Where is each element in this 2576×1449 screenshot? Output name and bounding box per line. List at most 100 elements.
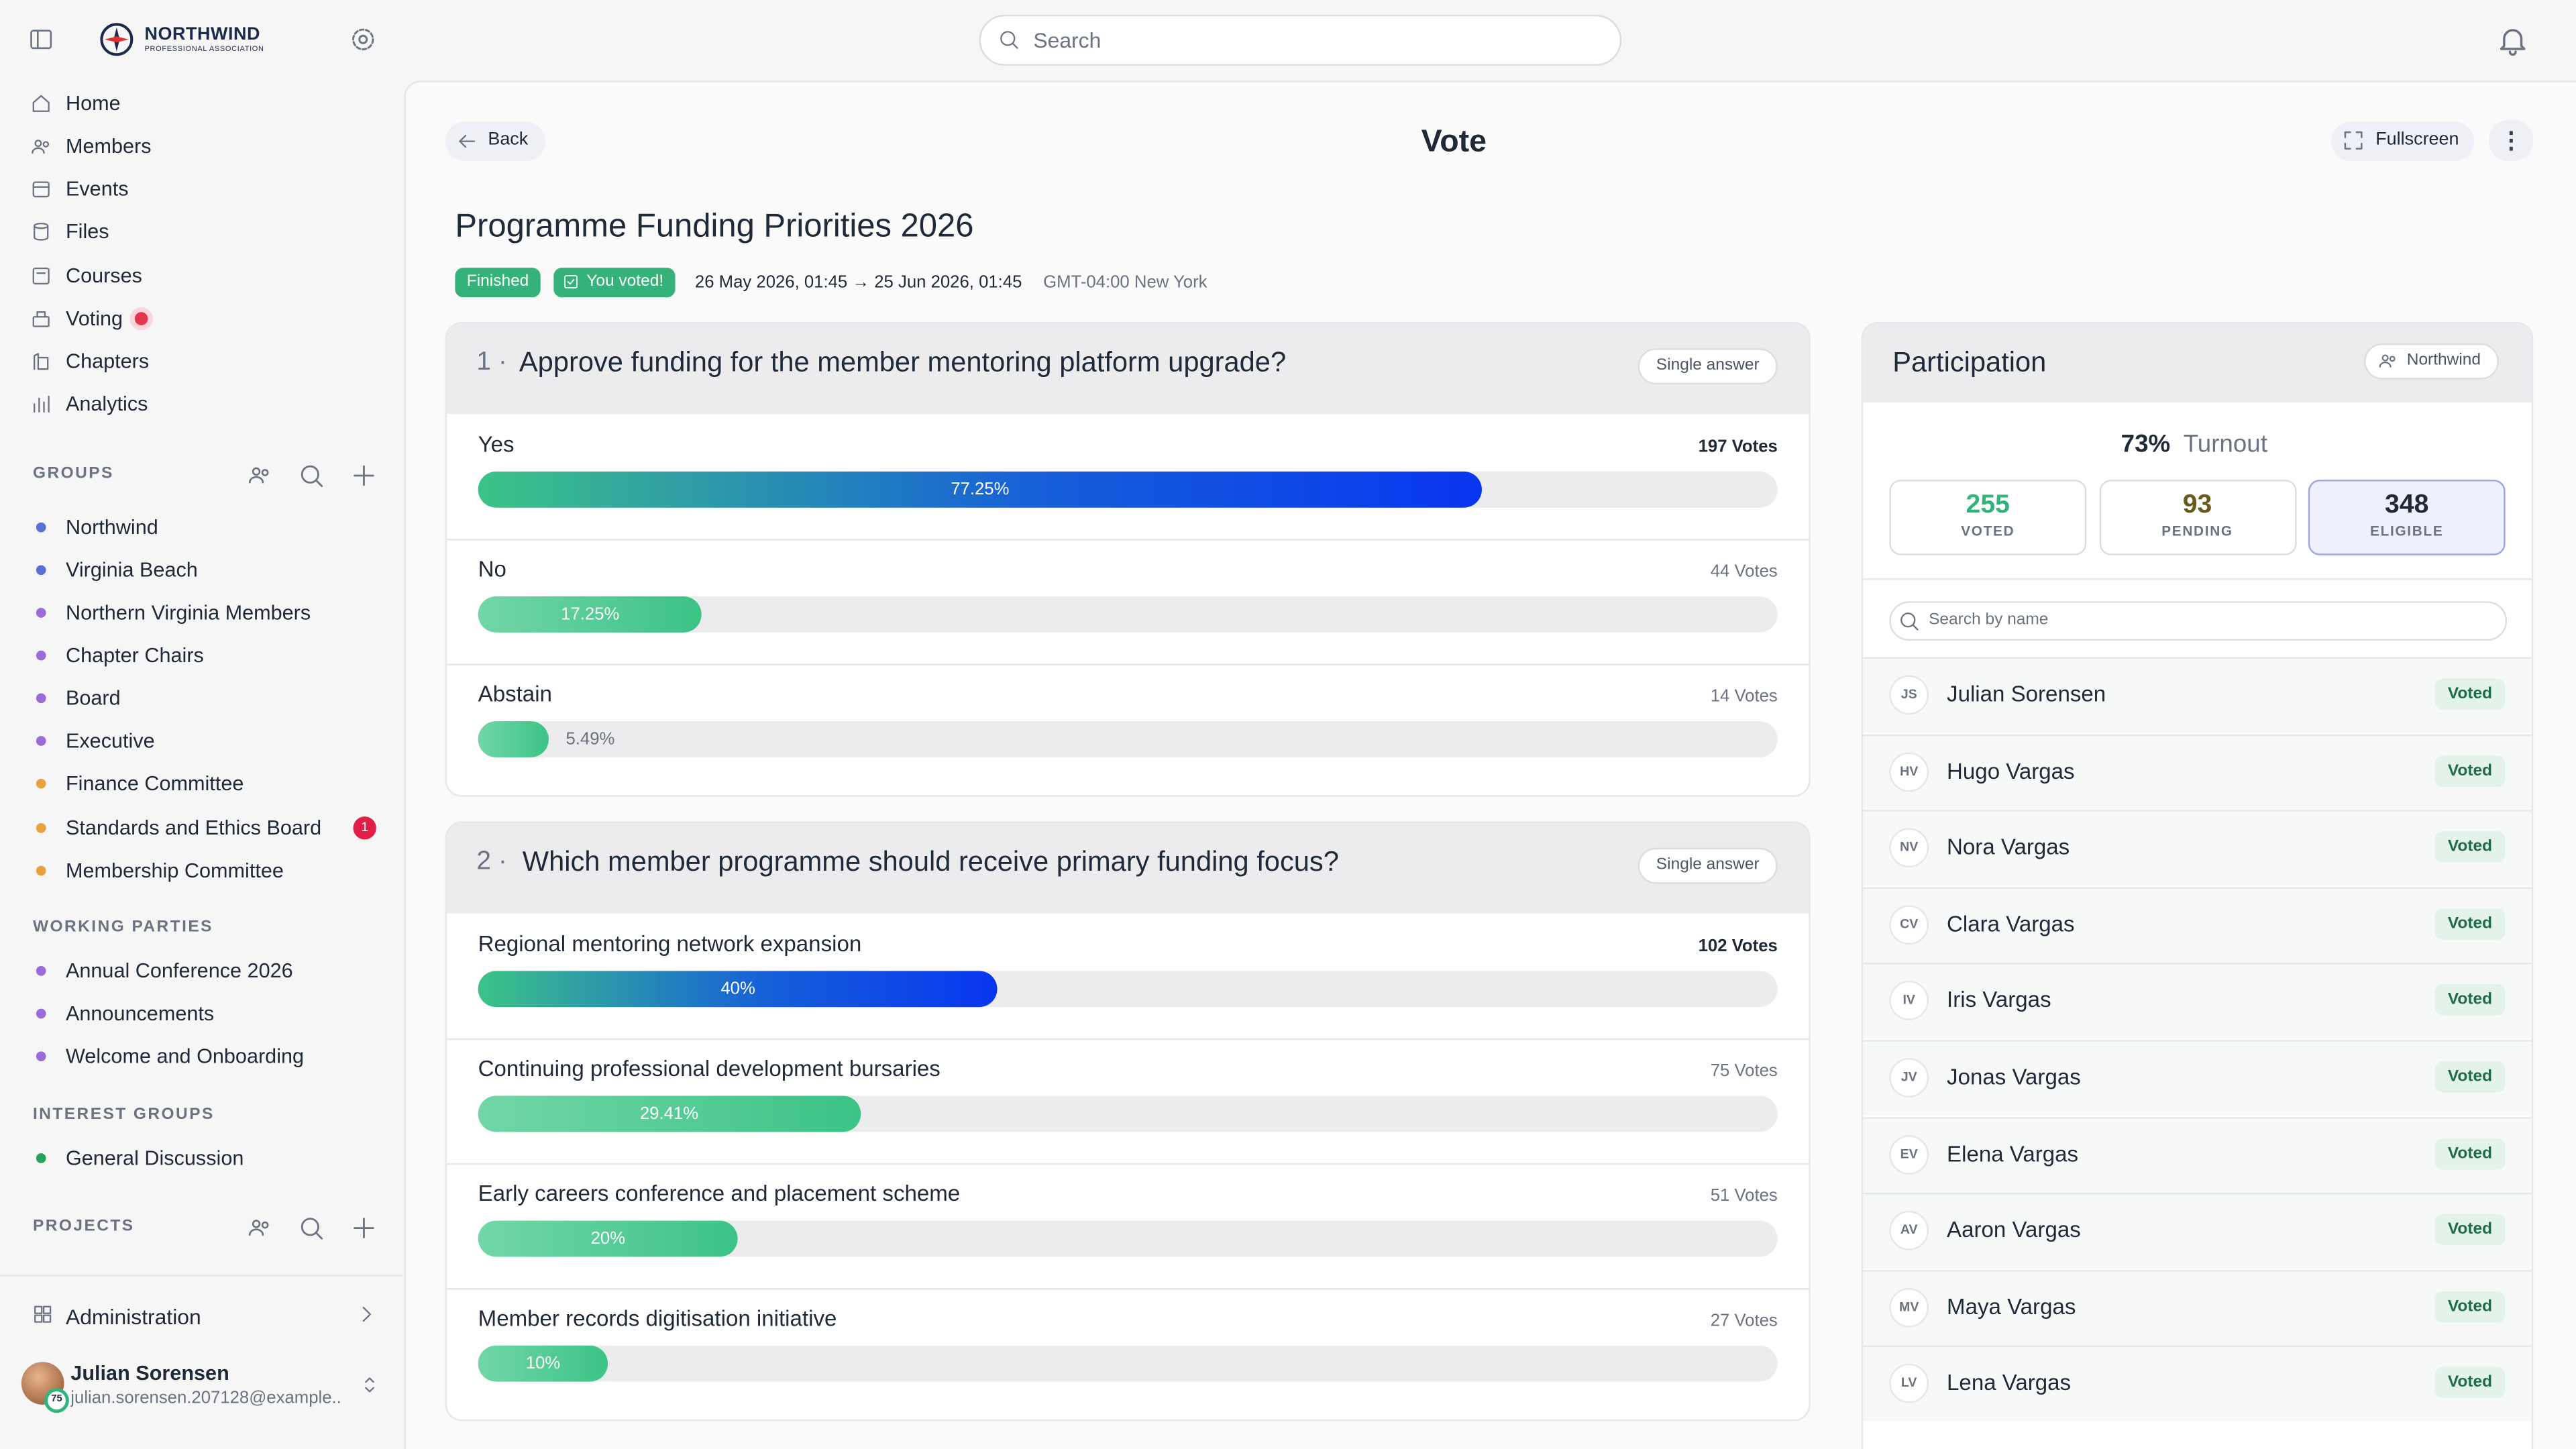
option-votes: 75 Votes (1710, 1061, 1778, 1081)
logo (100, 23, 133, 56)
section-members[interactable] (246, 462, 272, 488)
nav-item[interactable]: Analytics (65, 392, 148, 416)
group-item[interactable]: Virginia Beach (65, 557, 198, 582)
group-item[interactable]: Finance Committee (65, 772, 244, 796)
group-item[interactable]: Executive (65, 729, 155, 753)
settings[interactable] (348, 25, 378, 54)
group-dot (36, 865, 46, 875)
group-dot (36, 822, 46, 833)
turnout-value: 73% (2121, 430, 2171, 459)
group-dot (36, 521, 46, 532)
question-header (447, 822, 1809, 914)
nav-icon (34, 395, 50, 413)
member-row[interactable] (1863, 810, 2532, 886)
member-search-placeholder: Search by name (1929, 611, 2049, 629)
member-avatar: JV (1889, 1058, 1929, 1097)
stat-value: 93 (2182, 491, 2212, 519)
group-item[interactable]: Chapter Chairs (65, 643, 204, 667)
section-members[interactable] (246, 1214, 272, 1240)
group-dot (36, 564, 46, 575)
stat-box (2308, 480, 2506, 555)
section-search[interactable] (297, 1214, 325, 1242)
member-row[interactable] (1863, 733, 2532, 810)
group-item[interactable]: Northern Virginia Members (65, 600, 311, 625)
stat-label: PENDING (2161, 522, 2233, 539)
stat-box (1889, 480, 2087, 555)
member-status: Voted (2434, 908, 2506, 940)
member-status: Voted (2434, 755, 2506, 787)
user-name: Julian Sorensen (70, 1362, 229, 1385)
member-avatar: NV (1889, 828, 1929, 868)
group-dot (36, 1009, 46, 1019)
voted-icon (564, 275, 578, 288)
nav-item[interactable]: Members (65, 135, 152, 158)
member-avatar: HV (1889, 751, 1929, 792)
member-row[interactable] (1863, 963, 2532, 1039)
group-item[interactable]: Annual Conference 2026 (65, 959, 293, 983)
member-status: Voted (2434, 678, 2506, 710)
member-row[interactable] (1863, 1193, 2532, 1269)
nav-icon (34, 223, 49, 241)
administration[interactable]: Administration (65, 1304, 201, 1330)
section-add[interactable] (350, 1214, 378, 1242)
member-search[interactable] (1889, 601, 2508, 641)
nav-item[interactable]: Home (65, 92, 121, 115)
nav-item[interactable]: Voting (65, 307, 123, 330)
nav-item[interactable]: Chapters (65, 350, 150, 373)
nav-item[interactable]: Courses (65, 264, 142, 287)
group-item[interactable]: Announcements (65, 1002, 215, 1026)
group-item[interactable]: Standards and Ethics Board (65, 816, 322, 839)
nav-item[interactable]: Events (65, 178, 129, 201)
back-arrow (459, 134, 476, 148)
member-row[interactable] (1863, 1269, 2532, 1346)
section-add[interactable] (350, 462, 378, 490)
member-avatar: MV (1889, 1287, 1929, 1328)
member-name: Aaron Vargas (1947, 1218, 2081, 1242)
bar (478, 721, 549, 757)
member-status: Voted (2434, 831, 2506, 863)
member-row[interactable] (1863, 657, 2532, 733)
member-avatar: EV (1889, 1134, 1929, 1175)
member-name: Clara Vargas (1947, 911, 2075, 936)
group-item[interactable]: Northwind (65, 515, 158, 539)
admin-icon (34, 1305, 52, 1323)
admin-chevron[interactable] (355, 1303, 378, 1326)
group-item[interactable]: Welcome and Onboarding (65, 1045, 305, 1069)
bar-label: 40% (720, 979, 755, 999)
group-item[interactable]: Membership Committee (65, 859, 284, 882)
user-menu[interactable] (358, 1373, 381, 1396)
question-kind: Single answer (1638, 348, 1778, 385)
member-row[interactable] (1863, 1346, 2532, 1422)
member-row[interactable] (1863, 1116, 2532, 1192)
group-item[interactable]: Board (65, 686, 121, 710)
sidebar-toggle[interactable] (28, 26, 54, 52)
notifications[interactable] (2496, 23, 2530, 57)
stat-value: 255 (1966, 491, 2010, 519)
member-search-icon (1900, 612, 1919, 631)
group-dot (36, 607, 46, 618)
section-search[interactable] (297, 462, 325, 490)
fullscreen-button[interactable] (2331, 121, 2475, 162)
question-text: Which member programme should receive pr… (522, 846, 1339, 877)
nav-icon (32, 311, 50, 327)
group-item[interactable]: General Discussion (65, 1146, 244, 1169)
option-votes: 197 Votes (1698, 437, 1778, 457)
search-box[interactable] (979, 15, 1622, 66)
member-row[interactable] (1863, 1040, 2532, 1116)
back-label: Back (488, 129, 529, 150)
vote-dates: 26 May 2026, 01:45 → 25 Jun 2026, 01:45 (694, 272, 1022, 292)
option-label: No (478, 557, 506, 582)
stat-box (2098, 480, 2296, 555)
member-name: Maya Vargas (1947, 1294, 2076, 1320)
nav-icon (32, 95, 50, 112)
more-button[interactable]: ⋮ (2489, 119, 2534, 162)
member-avatar: IV (1889, 981, 1929, 1021)
bar-label: 5.49% (566, 729, 615, 749)
option-label: Abstain (478, 682, 552, 707)
nav-item[interactable]: Files (65, 221, 109, 244)
option-votes: 14 Votes (1710, 686, 1778, 707)
member-row[interactable] (1863, 886, 2532, 963)
bar-label: 20% (590, 1228, 626, 1249)
member-status: Voted (2434, 1214, 2506, 1246)
group-dot (36, 650, 46, 661)
